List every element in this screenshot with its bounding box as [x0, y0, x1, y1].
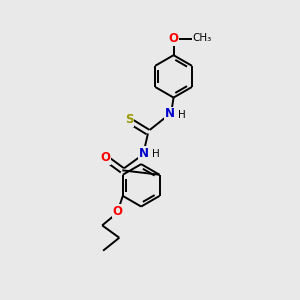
Text: H: H [178, 110, 186, 120]
Text: S: S [125, 113, 133, 126]
Text: N: N [165, 107, 175, 120]
Text: O: O [112, 205, 122, 218]
Text: O: O [101, 152, 111, 164]
Text: O: O [169, 32, 178, 46]
Text: CH₃: CH₃ [192, 33, 212, 43]
Text: N: N [139, 147, 148, 160]
Text: H: H [152, 149, 160, 159]
